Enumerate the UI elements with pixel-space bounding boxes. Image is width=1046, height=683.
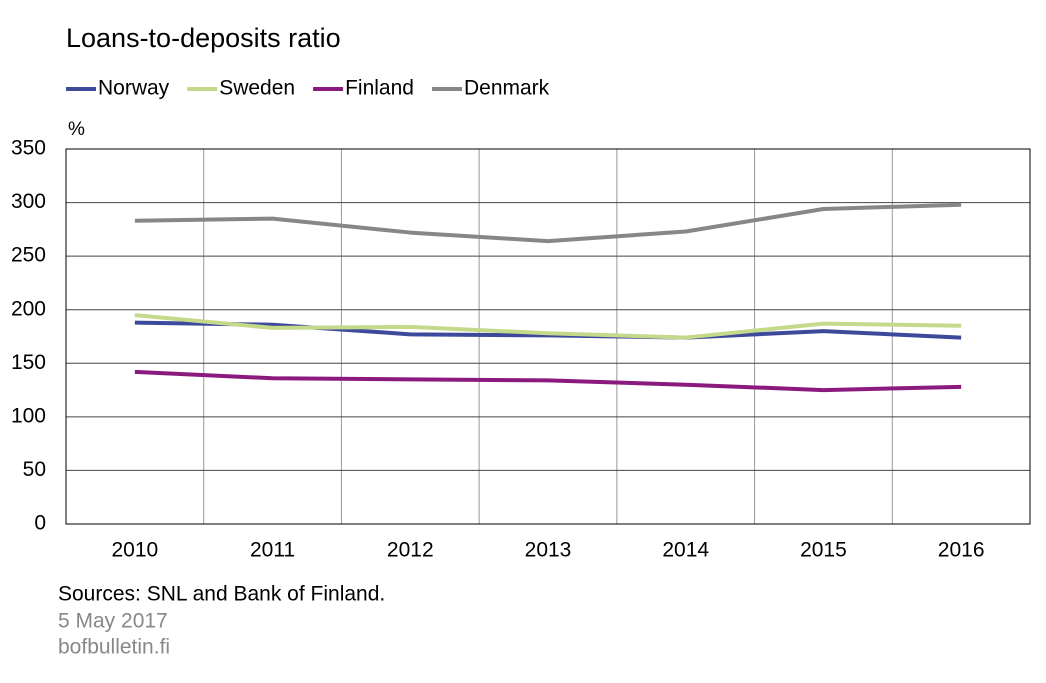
legend-label: Norway <box>98 77 170 100</box>
x-tick-label: 2013 <box>525 539 572 562</box>
x-tick-label: 2014 <box>662 539 709 562</box>
chart-title: Loans-to-deposits ratio <box>66 23 341 53</box>
y-tick-label: 100 <box>11 404 46 427</box>
x-tick-label: 2015 <box>800 539 847 562</box>
line-series <box>134 202 962 244</box>
x-tick-label: 2011 <box>250 539 295 562</box>
line-series <box>134 369 962 393</box>
source: Sources: SNL and Bank of Finland. <box>58 583 385 606</box>
legend-label: Finland <box>345 77 414 100</box>
y-tick-label: 50 <box>23 458 46 481</box>
y-tick-label: 350 <box>11 137 46 160</box>
x-tick-label: 2012 <box>387 539 434 562</box>
date: 5 May 2017 <box>58 610 168 633</box>
y-tick-label: 150 <box>11 351 46 374</box>
y-tick-label: 300 <box>11 190 46 213</box>
line-series <box>134 320 962 340</box>
line-series <box>134 313 962 340</box>
x-tick-label: 2016 <box>938 539 985 562</box>
y-unit: % <box>68 119 85 140</box>
legend-label: Denmark <box>464 77 550 100</box>
y-tick-label: 250 <box>11 244 46 267</box>
plot-border <box>65 148 1031 525</box>
legend-label: Sweden <box>219 77 295 100</box>
y-tick-label: 200 <box>11 297 46 320</box>
site: bofbulletin.fi <box>58 636 170 659</box>
y-tick-label: 0 <box>34 512 46 535</box>
x-tick-label: 2010 <box>111 539 158 562</box>
